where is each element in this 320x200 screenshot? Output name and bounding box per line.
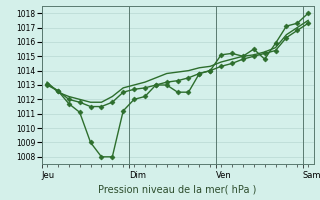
- X-axis label: Pression niveau de la mer( hPa ): Pression niveau de la mer( hPa ): [99, 184, 257, 194]
